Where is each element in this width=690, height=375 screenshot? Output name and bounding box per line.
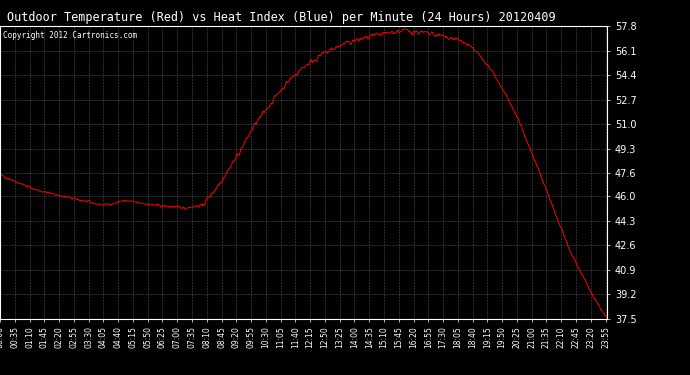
Text: Outdoor Temperature (Red) vs Heat Index (Blue) per Minute (24 Hours) 20120409: Outdoor Temperature (Red) vs Heat Index … (7, 11, 555, 24)
Text: Copyright 2012 Cartronics.com: Copyright 2012 Cartronics.com (3, 31, 137, 40)
